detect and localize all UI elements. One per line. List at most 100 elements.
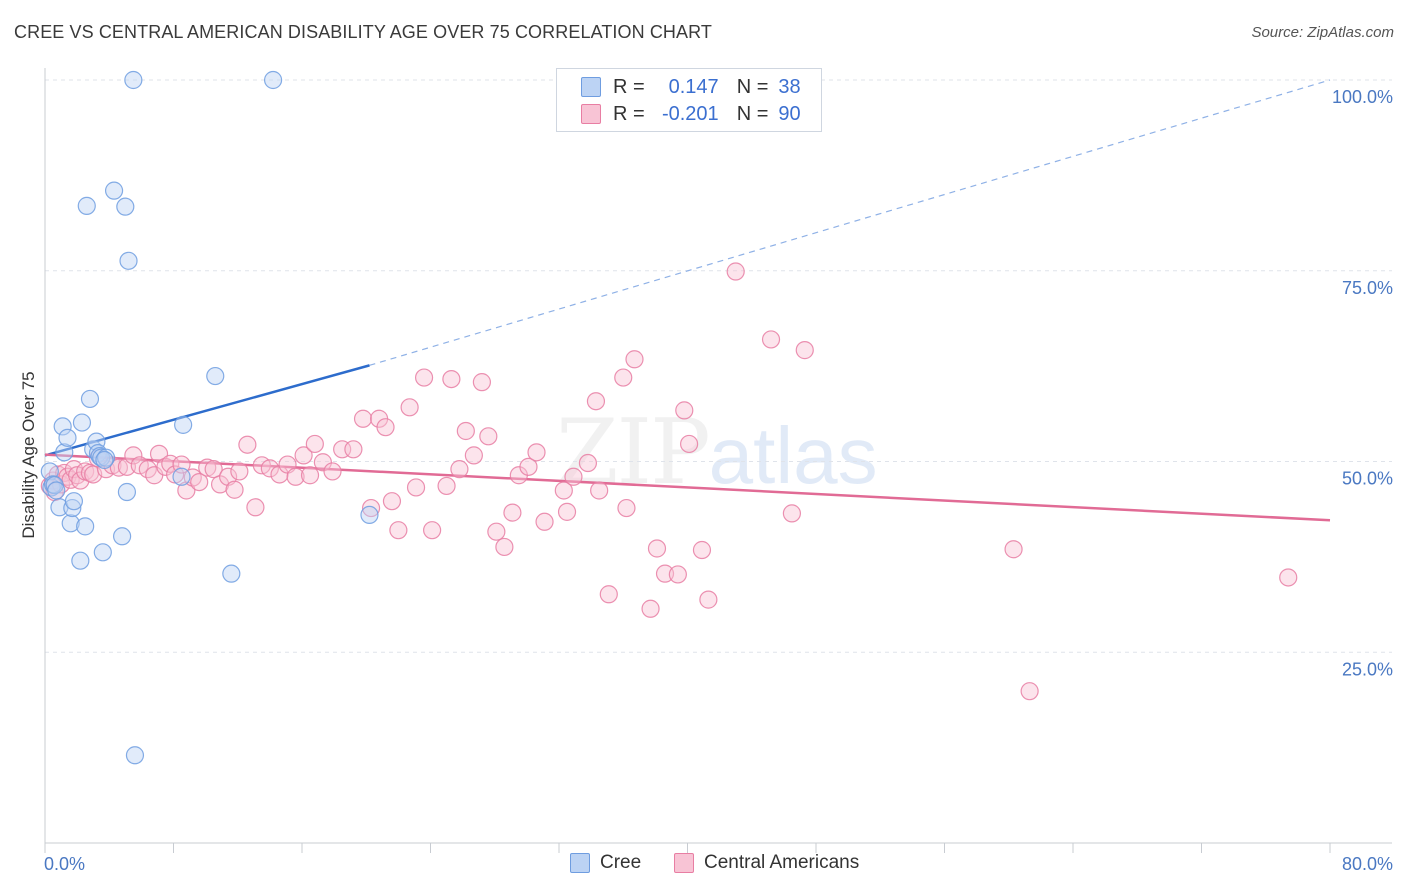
cree-point [222, 564, 241, 583]
cree-point [172, 467, 191, 486]
r-label: R = [613, 102, 645, 125]
central-american-point [590, 481, 609, 500]
central-american-point [198, 458, 217, 477]
central-american-point [156, 457, 175, 476]
cree-legend-swatch [570, 853, 590, 873]
central-american-point [586, 392, 606, 411]
watermark-atlas: atlas [708, 411, 878, 500]
central-american-point [260, 459, 279, 478]
cree-point [42, 478, 61, 497]
central-american-point [578, 453, 598, 473]
central-american-point [668, 565, 687, 584]
central-american-point [726, 262, 745, 281]
cree-point [58, 428, 77, 447]
central-american-point [761, 330, 781, 349]
central-american-point [400, 398, 419, 417]
x-tick-label-max: 80.0% [1342, 854, 1393, 874]
central-legend-swatch [674, 853, 694, 873]
central-american-point [389, 521, 408, 540]
y-axis-title: Disability Age Over 75 [19, 371, 38, 538]
central-n-value: 90 [778, 102, 801, 125]
central-american-point [361, 498, 381, 518]
source-credit: Source: ZipAtlas.com [1251, 24, 1394, 41]
central-american-point [442, 369, 461, 389]
cree-point [53, 417, 72, 436]
cree-point [63, 498, 82, 518]
central-american-point [190, 473, 209, 492]
bottom-legend-central: Central Americans [674, 852, 859, 874]
central-american-point [456, 421, 475, 441]
central-american-point [1020, 682, 1039, 701]
central-american-point [795, 341, 814, 360]
central-american-point [675, 401, 694, 420]
central-american-point [294, 446, 313, 465]
central-american-point [519, 457, 538, 476]
central-american-point [305, 434, 324, 454]
cree-point [104, 181, 124, 200]
cree-point [77, 196, 96, 215]
central-american-point [554, 481, 573, 500]
central-american-point [376, 418, 395, 437]
n-label: N = [736, 102, 769, 125]
n-label: N = [736, 75, 769, 98]
central-american-point [782, 504, 802, 523]
central-swatch [581, 104, 601, 124]
central-american-point [423, 521, 442, 540]
y-tick-label: 25.0% [1342, 659, 1393, 679]
central-american-point [487, 522, 506, 541]
central-american-point [406, 478, 426, 497]
cree-point [72, 413, 92, 432]
cree-point [206, 366, 225, 386]
central-american-point [1279, 568, 1298, 587]
central-american-point [617, 498, 636, 518]
central-american-point [382, 492, 402, 511]
central-american-point [1004, 540, 1023, 559]
central-american-point [614, 368, 633, 387]
cree-point [71, 551, 90, 570]
cree-point [263, 70, 283, 90]
bottom-legend-cree: Cree [570, 852, 641, 874]
central-american-point [479, 427, 498, 446]
cree-r-value: 0.147 [668, 75, 719, 98]
cree-n-value: 38 [778, 75, 801, 98]
central-american-point [344, 440, 363, 459]
gridlines [45, 79, 1392, 653]
trend-lines [44, 79, 1331, 522]
cree-legend-label: Cree [600, 852, 642, 873]
cree-point [47, 481, 66, 500]
central-r-value: -0.201 [661, 102, 719, 125]
central-american-point [313, 453, 332, 472]
y-tick-label: 75.0% [1342, 278, 1393, 298]
central-american-point [495, 537, 514, 557]
central-american-point [230, 462, 249, 481]
central-american-point [246, 498, 265, 517]
cree-trend-extension [369, 79, 1331, 366]
central-american-point [557, 502, 577, 521]
cree-point [125, 746, 145, 765]
tick-labels: 25.0% 50.0% 75.0% 100.0% 0.0% 80.0% [44, 87, 1393, 874]
central-american-point [300, 466, 320, 485]
central-american-point [204, 460, 223, 479]
central-american-point [353, 409, 373, 428]
cree-swatch [581, 77, 601, 97]
central-american-point [692, 540, 712, 560]
cree-point [360, 505, 379, 525]
central-american-point [472, 373, 491, 392]
correlation-legend: R = 0.147 N = 38 R = -0.201 N = 90 [556, 68, 822, 132]
central-american-point [527, 443, 546, 462]
axes [44, 68, 1392, 853]
legend-row-central: R = -0.201 N = 90 [581, 101, 801, 127]
central-american-point [124, 446, 143, 465]
cree-point [92, 448, 111, 467]
central-american-point [414, 368, 434, 387]
cree-point [174, 415, 193, 434]
central-american-point [699, 590, 718, 609]
cree-point [119, 251, 138, 270]
central-american-point [286, 467, 305, 486]
central-american-point [225, 480, 244, 499]
cree-point [55, 443, 74, 462]
cree-point [93, 543, 112, 562]
central-american-point [503, 503, 522, 522]
central-american-point [647, 539, 667, 558]
central-legend-label: Central Americans [704, 852, 860, 873]
